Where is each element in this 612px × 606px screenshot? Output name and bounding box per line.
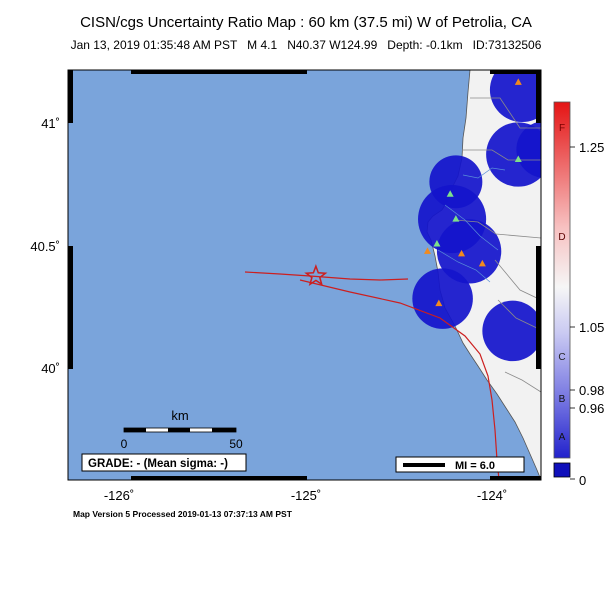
mi-legend: MI = 6.0	[395, 456, 525, 473]
lat-tick-labels: 41˚ 40.5˚ 40˚	[30, 116, 60, 376]
uncertainty-zone	[436, 219, 502, 284]
uncertainty-zone	[482, 300, 541, 362]
lon-label: -124˚	[477, 488, 507, 503]
epicenter-star	[304, 264, 328, 287]
uncertainty-zone	[516, 121, 541, 178]
event-magnitude: M 4.1	[247, 38, 278, 52]
grade-text: GRADE: - (Mean sigma: -)	[88, 458, 228, 470]
epicenter-star-icon	[304, 264, 328, 287]
scale-tick: 0	[121, 437, 128, 451]
county-lines	[454, 97, 541, 393]
colorbar: 1.25 1.05 0.98 0.96 0 F D C B A	[553, 101, 604, 488]
station-triangle-icon	[478, 259, 486, 267]
event-id: ID:73132506	[472, 38, 542, 52]
lat-label: 40.5˚	[30, 239, 60, 254]
grade-letter: C	[558, 352, 565, 363]
station-triangle-icon	[514, 78, 522, 85]
uncertainty-zone	[489, 70, 541, 123]
colorbar-label: 0.98	[579, 383, 604, 398]
colorbar-label: 0.96	[579, 401, 604, 416]
rivers	[437, 167, 506, 283]
event-location: N40.37 W124.99	[287, 38, 378, 52]
grade-letter: B	[559, 394, 566, 405]
station-triangle-icon	[458, 249, 466, 257]
station-triangle-icon	[452, 215, 460, 222]
lon-label: -126˚	[104, 488, 134, 503]
event-datetime: Jan 13, 2019 01:35:48 AM PST	[70, 38, 238, 52]
scale-tick: 50	[229, 437, 243, 451]
lat-label: 40˚	[41, 361, 60, 376]
scale-unit: km	[171, 408, 188, 423]
lon-label: -125˚	[291, 488, 321, 503]
scale-bar: km 0 50	[121, 408, 243, 451]
event-depth: Depth: -0.1km	[387, 38, 463, 52]
colorbar-label: 1.05	[579, 320, 604, 335]
map-version-footer: Map Version 5 Processed 2019-01-13 07:37…	[73, 509, 292, 519]
grade-letter: F	[559, 123, 565, 134]
event-info: Jan 13, 2019 01:35:48 AM PST M 4.1 N40.3…	[0, 38, 612, 52]
faults	[244, 271, 500, 480]
colorbar-label: 1.25	[579, 140, 604, 155]
station-triangle-icon	[435, 299, 443, 307]
colorbar-label: 0	[579, 473, 586, 488]
grade-letter: D	[558, 232, 565, 243]
station-triangle-icon	[446, 190, 454, 197]
map-title: CISN/cgs Uncertainty Ratio Map : 60 km (…	[80, 14, 532, 31]
map-border-ticks	[68, 70, 541, 480]
mi-text: MI = 6.0	[455, 460, 495, 472]
grade-letter: A	[559, 432, 566, 443]
lat-label: 41˚	[41, 116, 60, 131]
station-triangle-icon	[423, 247, 431, 254]
stations	[423, 78, 522, 307]
station-triangle-icon	[514, 155, 522, 162]
lon-tick-labels: -126˚ -125˚ -124˚	[104, 488, 507, 503]
station-triangle-icon	[433, 239, 441, 247]
grade-box: GRADE: - (Mean sigma: -)	[81, 453, 247, 472]
